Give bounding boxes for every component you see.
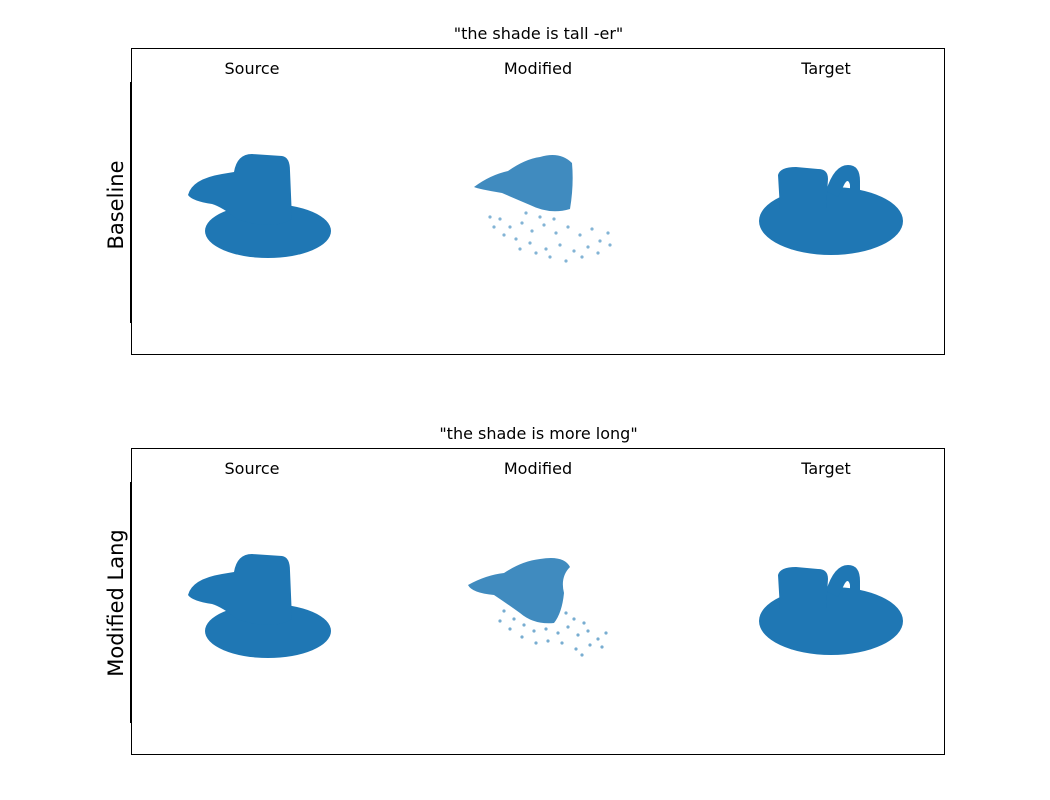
panel-2-axis-line xyxy=(130,482,131,723)
panel-2-target-label: Target xyxy=(801,459,851,478)
panel-2-title: "the shade is more long" xyxy=(439,424,638,443)
panel-2-target-shade-icon xyxy=(759,565,903,655)
panel-1-modified-label: Modified xyxy=(503,59,573,78)
panel-1-source-label: Source xyxy=(224,59,280,78)
panel-2-source-hat-icon xyxy=(188,554,331,658)
panel-2-row-label: Modified Lang xyxy=(104,529,128,677)
panel-1-axis-line xyxy=(130,82,131,323)
panel-2-frame: Source Modified Target xyxy=(131,448,945,755)
panel-1-target-shade-icon xyxy=(759,165,903,255)
panel-1-modified-scatter-icon xyxy=(474,155,612,263)
panel-1-target-label: Target xyxy=(801,59,851,78)
panel-2-source-label: Source xyxy=(224,459,280,478)
panel-1-source-hat-icon xyxy=(188,154,331,258)
panel-2-modified-label: Modified xyxy=(503,459,573,478)
panel-1-title: "the shade is tall -er" xyxy=(453,24,624,43)
panel-1-frame: Source Modified Target xyxy=(131,48,945,355)
panel-1-row-label: Baseline xyxy=(104,160,128,250)
panel-2-modified-scatter-icon xyxy=(468,558,608,657)
